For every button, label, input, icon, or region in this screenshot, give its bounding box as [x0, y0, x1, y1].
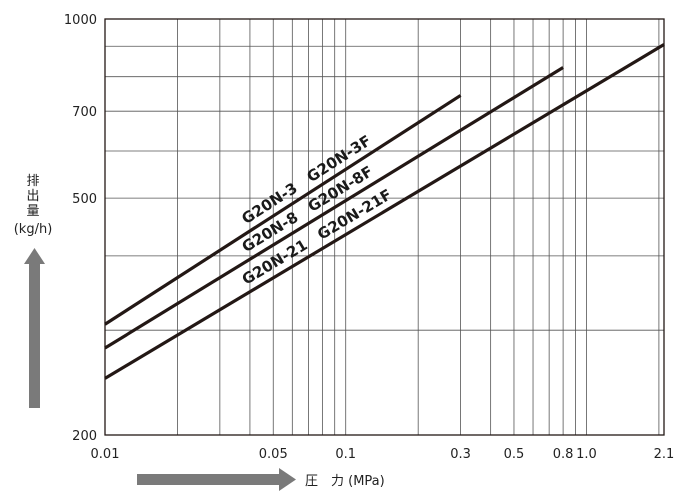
- x-axis-arrow: [137, 468, 296, 491]
- x-tick-label-1: 0.05: [259, 447, 288, 462]
- x-tick-labels: 0.01 0.05 0.1 0.3 0.5 0.8 1.0 2.1: [91, 447, 675, 462]
- series-line-3: [104, 43, 665, 380]
- y-tick-label-2: 700: [72, 105, 97, 120]
- y-axis-title: 排 出 量 (kg/h): [14, 174, 53, 237]
- y-axis-title-line-3: 量: [26, 204, 39, 219]
- x-tick-label-6: 1.0: [576, 447, 597, 462]
- y-axis-arrow: [24, 248, 45, 408]
- y-tick-label-0: 200: [72, 429, 97, 444]
- y-tick-label-3: 1000: [64, 13, 97, 28]
- y-tick-label-1: 500: [72, 192, 97, 207]
- x-tick-label-3: 0.3: [450, 447, 471, 462]
- y-axis-title-line-1: 排: [26, 174, 39, 189]
- y-axis-title-line-4: (kg/h): [14, 222, 53, 237]
- series-line-2: [104, 66, 564, 350]
- x-tick-label-4: 0.5: [504, 447, 525, 462]
- grid: [104, 19, 664, 435]
- plot-frame: [104, 18, 665, 436]
- x-tick-label-5: 0.8: [553, 447, 574, 462]
- x-tick-label-0: 0.01: [91, 447, 120, 462]
- y-axis-title-line-2: 出: [26, 189, 39, 204]
- x-axis-title: 圧 力 (MPa): [305, 474, 385, 489]
- y-tick-labels: 200 500 700 1000: [64, 13, 97, 444]
- series-line-1: [104, 94, 462, 326]
- x-tick-label-2: 0.1: [335, 447, 356, 462]
- x-tick-label-7: 2.1: [654, 447, 675, 462]
